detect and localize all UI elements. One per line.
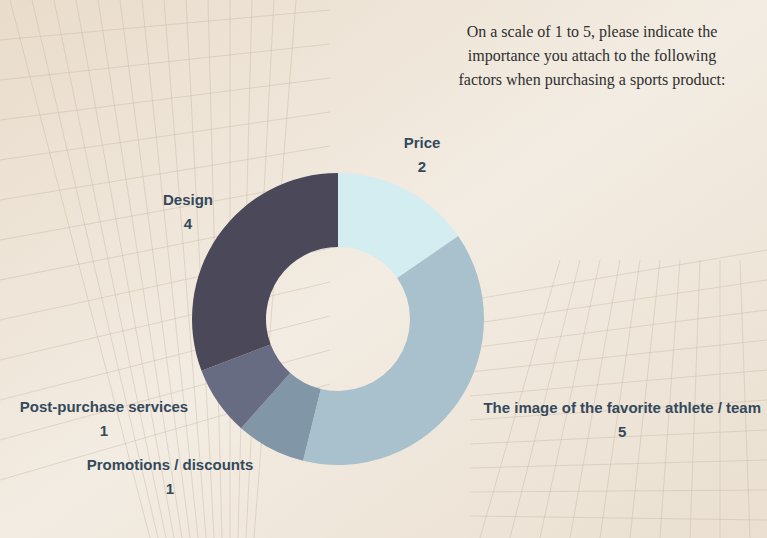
- value-label: 5: [618, 423, 626, 440]
- category-label: Promotions / discounts: [87, 456, 254, 473]
- bg-line: [470, 340, 767, 372]
- title-line: importance you attach to the following: [468, 47, 716, 65]
- value-label: 1: [166, 480, 174, 497]
- bg-line: [0, 10, 330, 40]
- title-line: factors when purchasing a sports product…: [458, 71, 725, 89]
- category-label: Post-purchase services: [20, 398, 188, 415]
- value-label: 4: [184, 215, 193, 232]
- background: [0, 0, 767, 538]
- bg-line: [470, 516, 767, 520]
- bg-line: [470, 460, 767, 468]
- slice-labels: Price 2 The image of the favorite athlete …: [20, 134, 761, 497]
- value-label: 2: [418, 158, 426, 175]
- title-line: On a scale of 1 to 5, please indicate th…: [467, 23, 718, 41]
- bg-line: [470, 310, 767, 348]
- title: On a scale of 1 to 5, please indicate th…: [458, 23, 725, 89]
- background-buildings: [0, 0, 767, 538]
- bg-line: [470, 250, 767, 300]
- bg-line: [0, 282, 330, 360]
- bg-line: [0, 78, 330, 120]
- bg-line: [0, 112, 330, 160]
- bg-line: [470, 280, 767, 324]
- value-label: 1: [100, 422, 108, 439]
- slices: [192, 173, 484, 465]
- category-label: The image of the favorite athlete / team: [483, 399, 761, 416]
- bg-line: [0, 44, 330, 80]
- chart-root: On a scale of 1 to 5, please indicate th…: [0, 0, 767, 538]
- bg-line: [470, 400, 767, 420]
- category-label: Price: [404, 134, 441, 151]
- slice: [303, 236, 484, 465]
- bg-line: [470, 370, 767, 396]
- bg-line: [470, 490, 767, 492]
- category-label: Design: [163, 191, 213, 208]
- slice: [192, 173, 338, 371]
